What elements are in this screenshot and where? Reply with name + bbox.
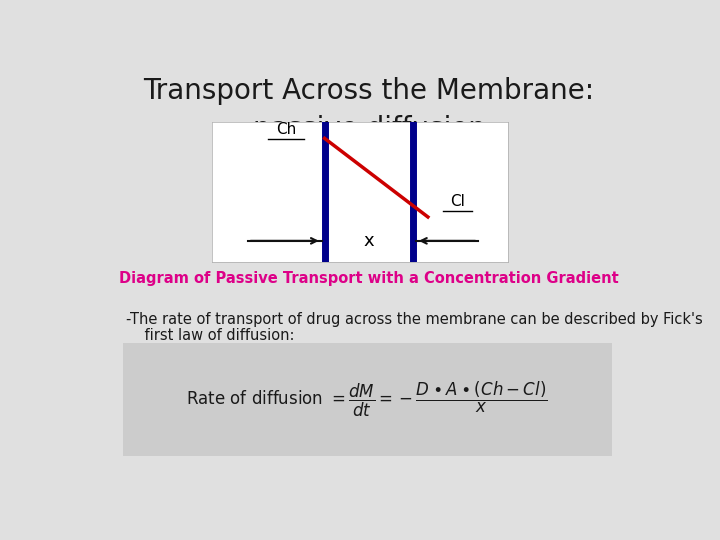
- Text: passive diffusion: passive diffusion: [253, 114, 485, 143]
- Bar: [124, 343, 612, 456]
- Text: Ch: Ch: [276, 122, 297, 137]
- Text: Diagram of Passive Transport with a Concentration Gradient: Diagram of Passive Transport with a Conc…: [119, 271, 619, 286]
- Text: first law of diffusion:: first law of diffusion:: [126, 328, 294, 342]
- Text: -The rate of transport of drug across the membrane can be described by Fick's: -The rate of transport of drug across th…: [126, 312, 703, 327]
- Text: Rate of diffusion $= \dfrac{dM}{dt} = -\dfrac{D \bullet A \bullet (Ch - Cl)}{x}$: Rate of diffusion $= \dfrac{dM}{dt} = -\…: [186, 380, 548, 419]
- Text: x: x: [364, 232, 374, 250]
- Text: Cl: Cl: [450, 193, 465, 208]
- Text: Transport Across the Membrane:: Transport Across the Membrane:: [143, 77, 595, 105]
